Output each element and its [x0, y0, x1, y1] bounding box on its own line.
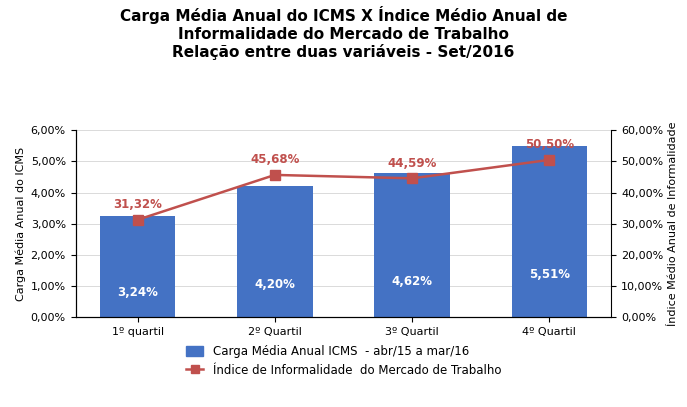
Text: 31,32%: 31,32%	[113, 198, 162, 211]
Text: Carga Média Anual do ICMS X Índice Médio Anual de
Informalidade do Mercado de Tr: Carga Média Anual do ICMS X Índice Médio…	[120, 6, 567, 60]
Text: 4,62%: 4,62%	[392, 275, 433, 288]
Text: 5,51%: 5,51%	[529, 268, 570, 281]
Bar	[374, 173, 450, 317]
Legend: Carga Média Anual ICMS  - abr/15 a mar/16, Índice de Informalidade  do Mercado d: Carga Média Anual ICMS - abr/15 a mar/16…	[180, 339, 507, 383]
Bar	[100, 217, 175, 317]
Y-axis label: Carga Média Anual do ICMS: Carga Média Anual do ICMS	[16, 147, 26, 301]
Bar	[237, 186, 313, 317]
Text: 3,24%: 3,24%	[117, 286, 158, 299]
Text: 45,68%: 45,68%	[250, 153, 300, 166]
Text: 50,50%: 50,50%	[525, 138, 574, 151]
Text: 4,20%: 4,20%	[254, 278, 295, 291]
Bar	[512, 146, 587, 317]
Y-axis label: Índice Médio Anual de Informalidade: Índice Médio Anual de Informalidade	[668, 122, 677, 326]
Text: 44,59%: 44,59%	[387, 157, 437, 170]
